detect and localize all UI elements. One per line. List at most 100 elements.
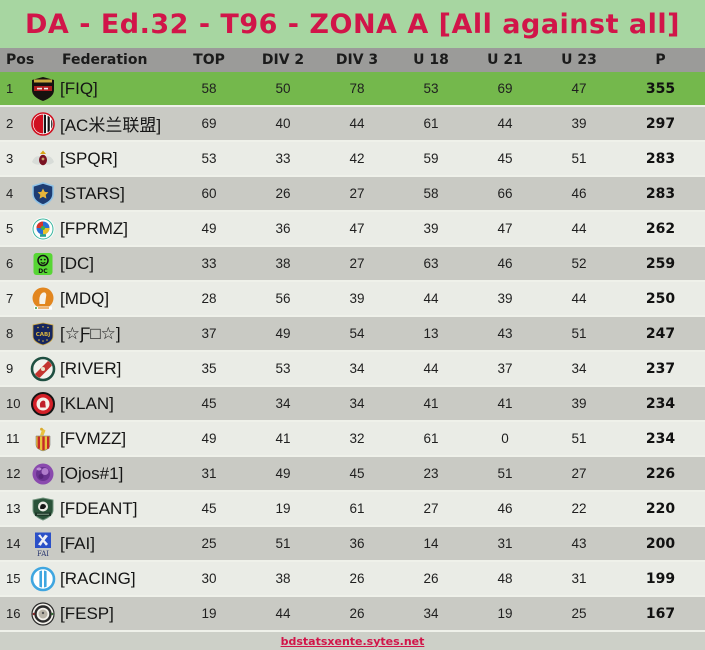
stat-cell: 53 xyxy=(172,141,246,177)
stat-cell: 44 xyxy=(394,281,468,317)
stat-cell: 58 xyxy=(172,72,246,107)
pos-cell: 7 xyxy=(0,281,26,317)
stat-cell: 61 xyxy=(394,106,468,142)
stat-cell: 40 xyxy=(246,106,320,142)
federation-name: [KLAN] xyxy=(60,386,172,422)
stat-cell: 52 xyxy=(542,246,616,282)
stat-cell: 61 xyxy=(394,421,468,457)
table-row: 5 [FPRMZ] 49 36 47 39 47 44 262 xyxy=(0,211,705,247)
federation-name: [MDQ] xyxy=(60,281,172,317)
table-row: 14 FAI [FAI] 25 51 36 14 31 43 200 xyxy=(0,526,705,562)
federation-name: [SPQR] xyxy=(60,141,172,177)
stat-cell: 0 xyxy=(468,421,542,457)
stat-cell: 39 xyxy=(542,106,616,142)
stat-cell: 41 xyxy=(246,421,320,457)
table-row: 8 CABJ [☆Ƒ□☆] 37 49 54 13 43 51 247 xyxy=(0,316,705,352)
header-div3: DIV 3 xyxy=(320,48,394,72)
stat-cell: 14 xyxy=(394,526,468,562)
points-cell: 234 xyxy=(616,386,705,422)
stat-cell: 47 xyxy=(542,72,616,107)
points-cell: 283 xyxy=(616,176,705,212)
header-div2: DIV 2 xyxy=(246,48,320,72)
stat-cell: 63 xyxy=(394,246,468,282)
title-bar: DA - Ed.32 - T96 - ZONA A [All against a… xyxy=(0,0,705,48)
table-row: 6 DC [DC] 33 38 27 63 46 52 259 xyxy=(0,246,705,282)
table-row: 11 [FVMZZ] 49 41 32 61 0 51 234 xyxy=(0,421,705,457)
pos-cell: 4 xyxy=(0,176,26,212)
federation-name: [FESP] xyxy=(60,596,172,632)
federation-name: [RACING] xyxy=(60,561,172,597)
points-cell: 226 xyxy=(616,456,705,492)
stat-cell: 25 xyxy=(172,526,246,562)
globe-icon xyxy=(26,216,60,242)
striped-shield-icon xyxy=(26,426,60,452)
stat-cell: 46 xyxy=(542,176,616,212)
page-title: DA - Ed.32 - T96 - ZONA A [All against a… xyxy=(25,8,680,40)
header-row: Pos Federation TOP DIV 2 DIV 3 U 18 U 21… xyxy=(0,48,705,72)
stat-cell: 39 xyxy=(320,281,394,317)
racing-ring-icon xyxy=(26,566,60,592)
stat-cell: 41 xyxy=(394,386,468,422)
stat-cell: 44 xyxy=(542,281,616,317)
stat-cell: 43 xyxy=(542,526,616,562)
stat-cell: 51 xyxy=(542,421,616,457)
stat-cell: 23 xyxy=(394,456,468,492)
stat-cell: 45 xyxy=(468,141,542,177)
stat-cell: 39 xyxy=(394,211,468,247)
stat-cell: 44 xyxy=(468,106,542,142)
header-federation: Federation xyxy=(26,48,172,72)
pos-cell: 5 xyxy=(0,211,26,247)
stat-cell: 56 xyxy=(246,281,320,317)
points-cell: 167 xyxy=(616,596,705,632)
stat-cell: 26 xyxy=(320,596,394,632)
points-cell: 283 xyxy=(616,141,705,177)
stat-cell: 38 xyxy=(246,561,320,597)
stat-cell: 78 xyxy=(320,72,394,107)
stat-cell: 47 xyxy=(320,211,394,247)
table-row: 1 [FIQ] 58 50 78 53 69 47 355 xyxy=(0,72,705,107)
stat-cell: 19 xyxy=(468,596,542,632)
points-cell: 262 xyxy=(616,211,705,247)
stat-cell: 31 xyxy=(172,456,246,492)
stat-cell: 39 xyxy=(542,386,616,422)
stat-cell: 38 xyxy=(246,246,320,282)
stat-cell: 51 xyxy=(542,316,616,352)
stat-cell: 48 xyxy=(468,561,542,597)
stat-cell: 31 xyxy=(542,561,616,597)
points-cell: 250 xyxy=(616,281,705,317)
stat-cell: 47 xyxy=(468,211,542,247)
header-u21: U 21 xyxy=(468,48,542,72)
points-cell: 355 xyxy=(616,72,705,107)
footer-link[interactable]: bdstatsxente.sytes.net xyxy=(280,634,425,648)
stat-cell: 49 xyxy=(246,316,320,352)
fesp-rings-icon xyxy=(26,601,60,627)
stat-cell: 51 xyxy=(468,456,542,492)
pos-cell: 15 xyxy=(0,561,26,597)
svg-text:FAI: FAI xyxy=(37,550,49,557)
stat-cell: 22 xyxy=(542,491,616,527)
federation-name: [STARS] xyxy=(60,176,172,212)
federation-name: [FAI] xyxy=(60,526,172,562)
stat-cell: 45 xyxy=(320,456,394,492)
stat-cell: 54 xyxy=(320,316,394,352)
federation-name: [RIVER] xyxy=(60,351,172,387)
purple-eye-icon xyxy=(26,461,60,487)
stat-cell: 60 xyxy=(172,176,246,212)
pos-cell: 6 xyxy=(0,246,26,282)
stat-cell: 49 xyxy=(172,211,246,247)
eagle-icon xyxy=(26,146,60,172)
stat-cell: 39 xyxy=(468,281,542,317)
stat-cell: 66 xyxy=(468,176,542,212)
stat-cell: 69 xyxy=(468,72,542,107)
table-row: 13 [FDEANT] 45 19 61 27 46 22 220 xyxy=(0,491,705,527)
points-cell: 220 xyxy=(616,491,705,527)
stat-cell: 59 xyxy=(394,141,468,177)
stat-cell: 34 xyxy=(320,351,394,387)
fiq-crest-icon xyxy=(26,76,60,102)
standings-table: Pos Federation TOP DIV 2 DIV 3 U 18 U 21… xyxy=(0,48,705,632)
stat-cell: 44 xyxy=(542,211,616,247)
stat-cell: 58 xyxy=(394,176,468,212)
svg-text:CABJ: CABJ xyxy=(36,332,51,338)
pos-cell: 13 xyxy=(0,491,26,527)
stat-cell: 41 xyxy=(468,386,542,422)
